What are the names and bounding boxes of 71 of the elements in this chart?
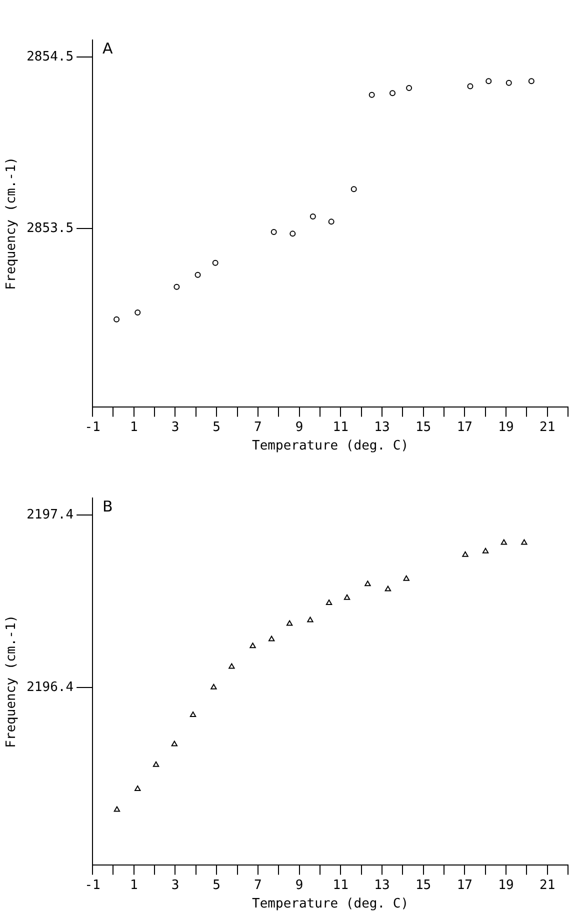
point [326,600,332,606]
point [174,284,180,290]
x-tick-label: 9 [295,878,304,893]
point [152,761,160,767]
point [368,92,375,98]
point [482,548,489,554]
x-tick-label: 9 [295,420,304,435]
point [403,575,410,581]
point [350,186,357,192]
x-tick-label: 11 [332,878,348,893]
point [390,90,396,96]
point [212,260,218,266]
point [286,620,293,626]
x-tick-label: 13 [374,420,390,435]
x-tick-label: 19 [498,420,514,435]
x-tick-label: 1 [130,878,138,893]
point [462,551,468,557]
point [228,663,235,669]
x-tick-label: 17 [456,420,472,435]
y-tick-label: 2197.4 [26,508,74,523]
point [210,684,217,690]
point [364,580,371,586]
point [310,214,316,220]
x-tick-label: 21 [540,420,556,435]
point [290,230,296,237]
x-tick-label: 17 [456,878,472,893]
x-tick-label: 1 [130,420,138,435]
x-tick-label: -1 [84,878,100,893]
x-axis-title: Temperature (deg. C) [252,896,409,912]
x-tick-label: 3 [171,420,180,435]
point [467,83,474,90]
point [307,616,314,622]
annotation: A [102,39,114,58]
x-tick-label: 21 [540,878,556,893]
point [250,642,256,648]
x-tick-label: 5 [212,878,220,893]
y-tick-label: 2854.5 [26,50,74,65]
y-tick-label: 2853.5 [26,220,74,236]
y-axis-title: Frequency (cm.-1) [4,614,20,748]
annotation: B [102,497,113,516]
x-tick-label: -1 [84,420,100,435]
point [268,636,275,642]
point [114,316,120,322]
point [328,218,334,225]
point [270,228,277,235]
x-tick-label: 7 [254,878,262,893]
x-tick-label: 11 [332,420,348,435]
x-tick-label: 7 [254,420,262,435]
point [506,80,512,86]
point [134,310,141,316]
point [114,806,120,812]
x-tick-label: 15 [415,878,432,893]
point [384,586,392,592]
point [486,78,492,84]
point [134,786,141,792]
point [406,84,412,91]
point [171,740,178,746]
point [344,594,350,600]
point [528,78,534,84]
y-tick-label: 2196.4 [26,680,74,695]
point [521,539,528,545]
x-tick-label: 3 [171,878,180,893]
point [190,711,196,717]
point [500,539,508,545]
x-tick-label: 19 [498,878,514,893]
x-tick-label: 13 [374,878,390,893]
x-tick-label: 15 [415,420,432,435]
x-tick-label: 5 [212,420,220,435]
y-axis-title: Frequency (cm.-1) [4,156,20,290]
point [194,272,201,278]
x-axis-title: Temperature (deg. C) [252,438,409,454]
